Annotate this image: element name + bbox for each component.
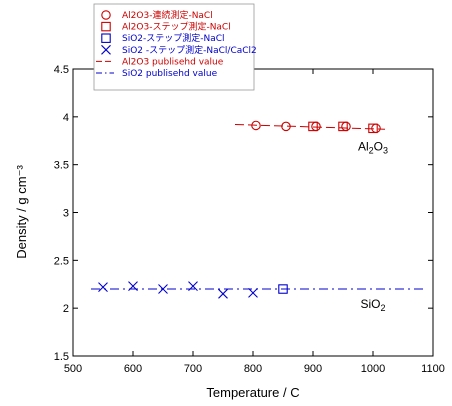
x-axis-ticks: 500 600 700 800 900 1000 1100 <box>64 69 445 375</box>
reference-lines <box>91 123 427 290</box>
y-tick-label: 3.5 <box>54 160 69 172</box>
compound-label-part: 2 <box>369 145 374 155</box>
data-point <box>248 287 258 298</box>
compound-label-part: SiO <box>360 297 380 311</box>
compound-label-part: Al <box>358 139 369 153</box>
x-tick-label: 900 <box>304 363 322 375</box>
data-point <box>278 284 288 294</box>
data-point <box>158 284 168 294</box>
data-points <box>98 120 381 299</box>
legend-item: Al2O3-ステップ測定-NaCl <box>101 21 231 33</box>
data-point <box>308 121 318 132</box>
data-point <box>218 288 228 299</box>
legend-label: Al2O3 publisehd value <box>122 57 224 67</box>
compound-label: Al2O3 <box>358 139 388 155</box>
legend-label: SiO2-ステップ測定-NaCl <box>122 32 225 44</box>
x-axis-label: Temperature / C <box>206 385 299 400</box>
legend-item: Al2O3-連続測定-NaCl <box>101 9 213 21</box>
legend-label: SiO2 publisehd value <box>122 69 218 79</box>
legend-box <box>93 3 255 91</box>
y-tick-label: 4 <box>63 112 69 124</box>
y-tick-label: 2.5 <box>54 255 69 267</box>
y-tick-label: 3 <box>63 208 69 220</box>
y-tick-label: 4.5 <box>54 64 69 76</box>
legend-marker <box>101 33 111 43</box>
y-tick-label: 2 <box>63 303 69 315</box>
legend-marker <box>101 21 111 32</box>
data-point <box>251 120 261 131</box>
data-point <box>98 282 108 293</box>
data-point <box>281 121 291 132</box>
x-tick-label: 700 <box>184 363 202 375</box>
plot-area <box>72 68 434 357</box>
compound-label: SiO2 <box>360 297 385 313</box>
x-tick-label: 600 <box>124 363 142 375</box>
data-point <box>338 121 348 132</box>
legend-item: SiO2 -ステップ測定-NaCl/CaCl2 <box>101 44 257 56</box>
data-point <box>188 281 198 292</box>
y-tick-label: 1.5 <box>54 351 69 363</box>
compound-label-part: 2 <box>381 303 386 313</box>
x-tick-label: 800 <box>244 363 262 375</box>
legend-label: Al2O3-連続測定-NaCl <box>122 9 213 21</box>
reference-line <box>234 123 386 130</box>
legend-item: Al2O3 publisehd value <box>96 57 224 67</box>
compound-label-part: 3 <box>383 145 388 155</box>
x-tick-label: 1000 <box>361 363 385 375</box>
y-axis-ticks: 1.5 2 2.5 3 3.5 4 4.5 <box>54 64 433 363</box>
legend: Al2O3-連続測定-NaClAl2O3-ステップ測定-NaClSiO2-ステッ… <box>93 3 257 91</box>
legend-marker <box>101 44 111 55</box>
x-tick-label: 1100 <box>421 363 445 375</box>
legend-label: Al2O3-ステップ測定-NaCl <box>122 21 231 33</box>
legend-marker <box>101 10 111 20</box>
legend-label: SiO2 -ステップ測定-NaCl/CaCl2 <box>122 44 257 56</box>
compound-label-part: O <box>374 139 383 153</box>
data-point <box>128 281 138 292</box>
x-tick-label: 500 <box>64 363 82 375</box>
legend-item: SiO2-ステップ測定-NaCl <box>101 32 225 44</box>
legend-item: SiO2 publisehd value <box>96 69 218 79</box>
y-axis-label: Density / g cm⁻³ <box>14 165 29 259</box>
data-point <box>368 123 378 134</box>
